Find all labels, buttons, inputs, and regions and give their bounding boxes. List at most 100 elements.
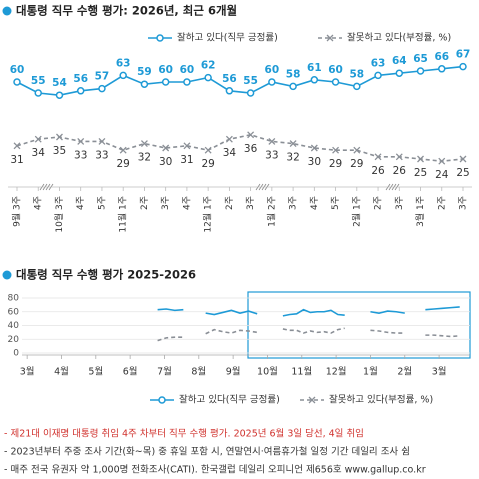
marker (438, 65, 446, 73)
note: - 매주 전국 유권자 약 1,000명 전화조사(CATI). 한국갤럽 데일… (4, 464, 426, 476)
data-label: 67 (456, 49, 471, 61)
data-label: 55 (243, 75, 258, 87)
x-tick-label: 9월 (226, 366, 241, 378)
data-label: 54 (52, 77, 67, 89)
data-label: 65 (413, 53, 428, 65)
title-bullet (2, 6, 12, 16)
legend-label: 잘하고 있다(직무 긍정률) (179, 394, 280, 406)
data-label: 64 (392, 55, 407, 67)
data-label: 32 (138, 152, 151, 164)
marker (310, 144, 318, 152)
series-line (16, 133, 464, 163)
marker (140, 140, 148, 148)
series-line (16, 65, 464, 97)
marker (395, 153, 403, 161)
x-tick-label: 4주 (309, 196, 320, 210)
data-label: 55 (31, 75, 46, 87)
marker (161, 78, 170, 86)
x-tick-label: 3주 (288, 196, 299, 210)
data-label: 66 (434, 51, 449, 63)
marker (56, 133, 63, 141)
marker (374, 153, 382, 161)
data-label: 35 (53, 145, 66, 157)
marker (77, 137, 85, 145)
highlight-box (247, 291, 471, 359)
marker (289, 140, 297, 148)
legend-marker (158, 396, 166, 404)
data-label: 60 (10, 64, 25, 76)
marker (13, 78, 21, 86)
x-tick-label: 8월 (191, 366, 206, 378)
x-tick-label: 5주 (330, 196, 341, 210)
x-tick-label: 3월 (20, 366, 35, 378)
y-tick-label: 0 (13, 349, 19, 359)
legend-marker (156, 34, 164, 42)
series-line (157, 306, 460, 317)
marker (162, 144, 170, 152)
marker (416, 67, 425, 75)
marker (353, 82, 361, 91)
x-tick-label: 5주 (96, 196, 107, 210)
marker (395, 69, 404, 77)
x-tick-label: 12월 1주 (202, 196, 214, 233)
x-tick-label: 4주 (75, 196, 86, 210)
marker (98, 84, 106, 93)
data-label: 29 (350, 158, 363, 170)
note: - 제21대 이재명 대통령 취임 4주 차부터 직무 수행 평가. 2025년… (4, 428, 364, 440)
x-tick-label: 4월 (54, 366, 69, 378)
marker (119, 71, 127, 80)
data-label: 58 (286, 68, 301, 80)
data-label: 30 (159, 156, 172, 168)
marker (353, 146, 361, 154)
data-label: 29 (329, 158, 342, 170)
data-label: 60 (265, 64, 280, 76)
data-label: 62 (201, 60, 216, 72)
marker (34, 135, 42, 143)
marker (225, 87, 234, 95)
x-tick-label: 12월 (326, 366, 347, 378)
x-tick-label: 2주 (224, 196, 235, 210)
x-tick-label: 7월 (157, 366, 172, 378)
data-label: 32 (286, 152, 299, 164)
y-tick-label: 40 (8, 321, 20, 331)
data-label: 33 (265, 149, 278, 161)
marker (246, 89, 255, 97)
y-tick-label: 20 (8, 335, 20, 345)
data-label: 56 (73, 73, 88, 85)
note: - 2023년부터 주중 조사 기간(화~목) 중 휴일 포함 시, 연말연시·… (4, 446, 410, 458)
marker (183, 78, 191, 86)
x-tick-label: 3주 (394, 196, 405, 210)
data-label: 34 (32, 147, 46, 159)
data-label: 31 (180, 154, 193, 166)
legend-marker (326, 34, 334, 42)
marker (289, 82, 297, 91)
x-tick-label: 11월 (291, 366, 312, 378)
legend-label: 잘하고 있다(직무 긍정률) (177, 32, 278, 44)
marker (204, 146, 212, 154)
data-label: 58 (349, 68, 364, 80)
data-label: 25 (414, 167, 427, 179)
marker (76, 87, 85, 95)
x-tick-label: 3주 (245, 196, 256, 210)
marker (459, 155, 467, 163)
legend-label: 잘못하고 있다(부정률, %) (347, 32, 451, 44)
series-line (157, 327, 460, 342)
x-tick-label: 2주 (373, 196, 384, 210)
marker (310, 76, 319, 84)
data-label: 31 (10, 154, 23, 166)
x-tick-label: 4주 (181, 196, 192, 210)
data-label: 29 (201, 158, 214, 170)
marker (98, 137, 106, 145)
legend-marker (308, 396, 316, 404)
title-bullet (2, 270, 12, 280)
x-tick-label: 2주 (139, 196, 150, 210)
marker (268, 78, 276, 86)
data-label: 60 (158, 64, 173, 76)
x-tick-label: 4주 (33, 196, 44, 210)
marker (225, 135, 233, 143)
x-tick-label: 11월 1주 (117, 196, 129, 233)
marker (247, 131, 255, 139)
x-tick-label: 10월 (257, 366, 278, 378)
marker (438, 157, 446, 165)
